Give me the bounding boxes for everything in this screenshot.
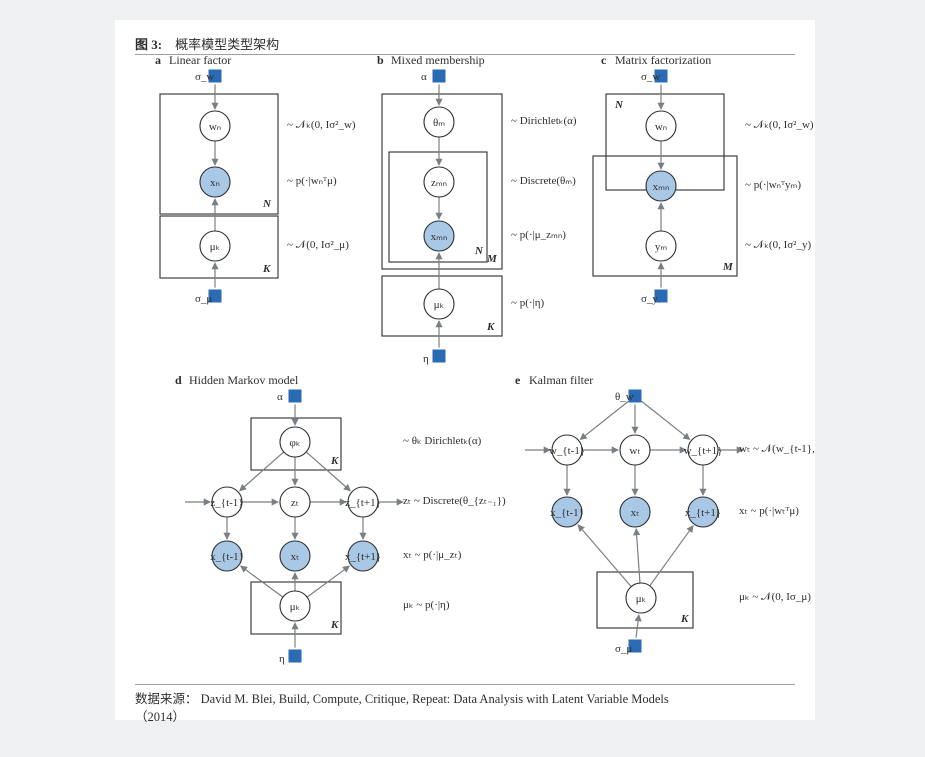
hyperparam-label: θ_w <box>615 391 634 403</box>
node-label: wₙ <box>209 121 221 133</box>
plate-label: N <box>614 99 624 111</box>
plate-label: M <box>486 253 498 265</box>
panel-letter: d <box>175 373 182 387</box>
hyperparam-label: σ_w <box>641 71 660 83</box>
node-distribution: ~ p(·|wₙᵀyₘ) <box>745 179 801 191</box>
bottom-rule <box>135 684 795 685</box>
source-text: David M. Blei, Build, Compute, Critique,… <box>201 692 669 706</box>
hyperparam-label: η <box>423 353 429 365</box>
hyperparam-label: σ_w <box>195 71 214 83</box>
plate-label: K <box>262 263 271 275</box>
edge <box>306 452 350 491</box>
node-distribution: ~ p(·|μ_zₘₙ) <box>511 229 566 241</box>
node-label: zₜ <box>291 497 299 509</box>
node-label: w_{t-1} <box>549 445 585 457</box>
plate-label: M <box>722 261 734 273</box>
node-label: xₘₙ <box>431 231 448 243</box>
node-distribution: ~ Discrete(θₘ) <box>511 175 576 187</box>
hyperparam-alpha <box>433 70 445 82</box>
node-label: θₘ <box>433 117 445 129</box>
source-label: 数据来源： <box>135 692 198 706</box>
edge <box>578 525 631 587</box>
node-label: xₙ <box>210 177 220 189</box>
panel-b: b Mixed membership MN Kα η θₘ ~ Dirichletₖ(α) z… <box>377 53 577 365</box>
node-distribution: μₖ ~ 𝒩(0, Iσ_μ) <box>739 591 811 603</box>
figure-svg: a Linear factor N Kσ_w σ_μ wₙ ~ 𝒩ₖ(0, Iσ²_w) xₙ… <box>115 20 815 680</box>
node-label: μₖ <box>210 241 221 253</box>
node-label: xₜ <box>631 507 640 519</box>
node-distribution: ~ 𝒩ₖ(0, Iσ²_y) <box>745 239 811 251</box>
hyperparam-eta <box>433 350 445 362</box>
plate-label: K <box>330 619 339 631</box>
panel-letter: e <box>515 373 521 387</box>
edge <box>642 401 690 439</box>
node-distribution: ~ θₖ Dirichletₖ(α) <box>403 435 482 447</box>
node-distribution: ~ 𝒩(0, Iσ²_μ) <box>287 239 349 251</box>
hyperparam-alpha <box>289 390 301 402</box>
panel-title: Matrix factorization <box>615 53 711 67</box>
figure-source: 数据来源： David M. Blei, Build, Compute, Cri… <box>135 690 795 726</box>
edge <box>636 615 639 638</box>
node-distribution: ~ p(·|wₙᵀμ) <box>287 175 337 187</box>
node-label: x_{t-1} <box>550 507 584 519</box>
edge <box>580 401 628 439</box>
panel-a: a Linear factor N Kσ_w σ_μ wₙ ~ 𝒩ₖ(0, Iσ²_w) xₙ… <box>155 53 356 305</box>
node-distribution: xₜ ~ p(·|wₜᵀμ) <box>739 505 799 517</box>
node-distribution: μₖ ~ p(·|η) <box>403 599 450 611</box>
node-label: z_{t-1} <box>210 497 243 509</box>
edge <box>650 526 693 586</box>
panel-c: c Matrix factorization N Mσ_w σ_y wₙ ~ 𝒩ₖ(0, I… <box>593 53 814 305</box>
plate-label: N <box>474 245 484 257</box>
hyperparam-label: σ_y <box>641 293 658 305</box>
hyperparam-label: α <box>421 71 427 83</box>
node-label: wₙ <box>655 121 667 133</box>
node-label: yₘ <box>655 241 668 253</box>
node-label: φₖ <box>289 437 300 449</box>
edge <box>636 529 640 583</box>
figure-card: 图 3: 概率模型类型架构 aLinear factorNKσ_wσ_μwₙ~ … <box>115 20 815 720</box>
node-label: μₖ <box>434 299 445 311</box>
node-label: x_{t+1} <box>685 507 721 519</box>
panel-title: Linear factor <box>169 53 231 67</box>
panel-title: Hidden Markov model <box>189 373 299 387</box>
plate-label: N <box>262 198 272 210</box>
node-distribution: ~ Dirichletₖ(α) <box>511 115 577 127</box>
hyperparam-label: η <box>279 653 285 665</box>
edge <box>240 452 284 491</box>
node-distribution: xₜ ~ p(·|μ_zₜ) <box>403 549 462 561</box>
node-label: μₖ <box>290 601 301 613</box>
source-year: （2014） <box>135 710 185 724</box>
plate-label: K <box>486 321 495 333</box>
node-label: z_{t+1} <box>345 497 381 509</box>
node-distribution: zₜ ~ Discrete(θ_{zₜ₋₁}) <box>403 495 506 507</box>
node-label: xₘₙ <box>653 181 670 193</box>
panel-letter: a <box>155 53 161 67</box>
plate-label: K <box>330 455 339 467</box>
node-label: xₜ <box>291 551 300 563</box>
panel-letter: b <box>377 53 384 67</box>
node-distribution: ~ 𝒩ₖ(0, Iσ²_w) <box>745 119 814 131</box>
node-label: w_{t+1} <box>684 445 723 457</box>
hyperparam-label: σ_μ <box>615 643 632 655</box>
page: 图 3: 概率模型类型架构 aLinear factorNKσ_wσ_μwₙ~ … <box>0 0 925 757</box>
panel-letter: c <box>601 53 607 67</box>
node-distribution: ~ p(·|η) <box>511 297 544 309</box>
node-label: wₜ <box>629 445 640 457</box>
panel-title: Kalman filter <box>529 373 593 387</box>
hyperparam-label: σ_μ <box>195 293 212 305</box>
hyperparam-eta <box>289 650 301 662</box>
plate-label: K <box>680 613 689 625</box>
node-label: μₖ <box>636 593 647 605</box>
node-distribution: wₜ ~ 𝒩(w_{t-1}, σ²_w) <box>739 443 815 455</box>
node-label: zₘₙ <box>431 177 447 189</box>
node-distribution: ~ 𝒩ₖ(0, Iσ²_w) <box>287 119 356 131</box>
panel-d: d Hidden Markov model K Kα η φₖ ~ θₖ Dirichlet… <box>175 373 506 665</box>
node-label: x_{t-1} <box>210 551 244 563</box>
hyperparam-label: α <box>277 391 283 403</box>
panel-e: e Kalman filter Kθ_w σ_μ w_{t-1} wₜ w_{t+1} wₜ … <box>515 373 815 655</box>
node-label: x_{t+1} <box>345 551 381 563</box>
panel-title: Mixed membership <box>391 53 485 67</box>
